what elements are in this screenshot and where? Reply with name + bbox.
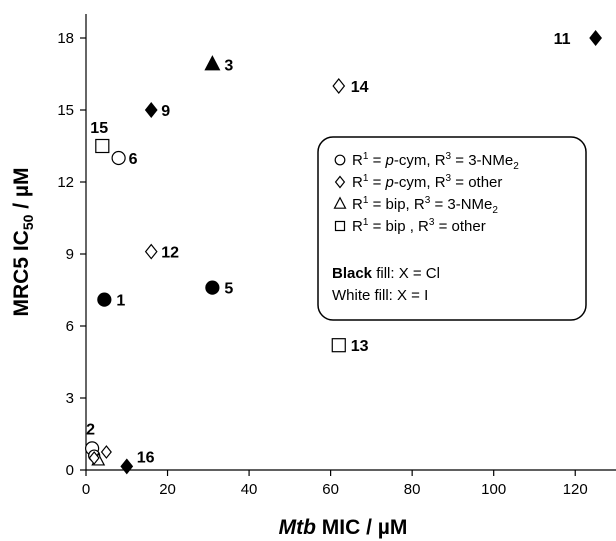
x-tick-label: 100 <box>481 481 506 498</box>
x-axis-title-rest: MIC / µM <box>316 516 407 539</box>
point-label-6: 6 <box>129 151 138 168</box>
data-point-diamond-9 <box>144 102 158 118</box>
y-axis-title-sub: 50 <box>20 214 36 230</box>
point-label-5: 5 <box>224 281 233 298</box>
legend-fill-black-rest: fill: X = Cl <box>372 265 440 282</box>
y-tick-label: 3 <box>66 390 74 407</box>
legend-marker-square <box>334 220 346 232</box>
point-label-14: 14 <box>351 79 369 96</box>
y-tick-label: 0 <box>66 462 74 479</box>
point-label-3: 3 <box>224 57 233 74</box>
x-tick-label: 20 <box>159 481 176 498</box>
x-ticks: 0 20 40 60 80 100 120 <box>82 470 588 498</box>
point-label-16: 16 <box>137 449 155 466</box>
data-point-diamond <box>100 445 112 459</box>
y-axis-title-pre: MRC5 IC <box>10 230 33 316</box>
legend-entry-circle: R1 = p-cym, R3 = 3-NMe2 <box>352 151 519 172</box>
data-point-diamond-12 <box>144 243 158 260</box>
point-label-1: 1 <box>116 293 125 310</box>
data-point-square-15 <box>95 138 110 154</box>
y-axis-title-post: / µM <box>10 167 33 214</box>
legend-marker-circle <box>334 154 346 166</box>
x-tick-label: 40 <box>241 481 258 498</box>
y-tick-label: 6 <box>66 318 74 335</box>
data-points <box>85 30 602 475</box>
data-point-circle-6 <box>111 150 126 166</box>
point-label-12: 12 <box>161 245 179 262</box>
legend-marker-triangle <box>333 196 347 209</box>
legend-entry-square: R1 = bip , R3 = other <box>352 217 486 235</box>
legend-marker-diamond <box>334 175 346 189</box>
data-point-diamond-11 <box>589 30 602 46</box>
legend-box <box>317 136 587 321</box>
data-point-circle-5 <box>205 280 220 295</box>
y-ticks: 0 3 6 9 12 15 18 <box>57 30 86 479</box>
x-tick-label: 0 <box>82 481 90 498</box>
data-point-diamond-16 <box>120 458 134 475</box>
point-label-11: 11 <box>554 31 571 48</box>
data-point-circle-1 <box>97 292 112 307</box>
x-axis-title-italic: Mtb <box>279 516 316 539</box>
y-axis-title: MRC5 IC50 / µM <box>10 167 36 316</box>
data-point-square-13 <box>331 338 346 353</box>
y-tick-label: 15 <box>57 102 74 119</box>
data-point-triangle-3 <box>204 55 221 71</box>
legend-entry-diamond: R1 = p-cym, R3 = other <box>352 173 502 191</box>
x-axis-title: Mtb MIC / µM <box>279 516 408 539</box>
data-point-diamond-14 <box>332 78 346 94</box>
point-label-13: 13 <box>351 338 369 355</box>
data-point-diamond <box>88 451 100 465</box>
legend-entry-triangle: R1 = bip, R3 = 3-NMe2 <box>352 195 498 216</box>
y-tick-label: 12 <box>57 174 74 191</box>
y-tick-label: 18 <box>57 30 74 47</box>
legend-fill-black: Black fill: X = Cl <box>332 265 440 282</box>
point-label-9: 9 <box>161 103 170 120</box>
legend-fill-white: White fill: X = I <box>332 287 428 304</box>
legend-fill-black-bold: Black <box>332 265 373 282</box>
x-tick-label: 80 <box>404 481 421 498</box>
x-tick-label: 60 <box>322 481 339 498</box>
x-tick-label: 120 <box>563 481 588 498</box>
y-tick-label: 9 <box>66 246 74 263</box>
point-label-2: 2 <box>86 421 95 438</box>
point-label-15: 15 <box>90 120 108 137</box>
